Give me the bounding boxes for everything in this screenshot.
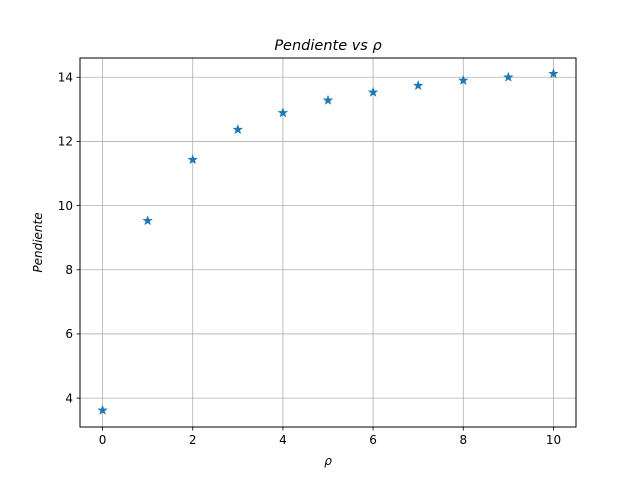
y-tick-label: 6 <box>65 327 73 341</box>
x-tick-label: 8 <box>459 433 467 447</box>
data-point <box>142 215 153 226</box>
data-point <box>367 86 379 97</box>
data-point <box>548 68 559 79</box>
data-point <box>322 94 334 105</box>
data-point <box>97 404 108 415</box>
data-point <box>412 80 424 91</box>
data-point <box>458 74 469 85</box>
y-axis-label: Pendiente <box>31 212 45 272</box>
axis-ticks: 0 2 4 6 8 10 4 6 8 10 12 14 <box>58 71 561 447</box>
data-points <box>97 68 559 415</box>
x-tick-label: 10 <box>546 433 561 447</box>
y-tick-label: 8 <box>65 263 73 277</box>
grid <box>80 58 576 427</box>
data-point <box>232 124 244 134</box>
data-point <box>503 71 514 82</box>
y-tick-label: 10 <box>58 199 73 213</box>
data-point <box>187 154 198 165</box>
chart-title: Pendiente vs ρ <box>274 38 382 54</box>
x-axis-label: ρ <box>324 454 332 468</box>
x-tick-label: 0 <box>99 433 107 447</box>
data-point <box>277 107 289 118</box>
y-tick-label: 14 <box>58 71 73 85</box>
x-tick-label: 6 <box>369 433 377 447</box>
x-tick-label: 4 <box>279 433 287 447</box>
y-tick-label: 4 <box>65 391 73 405</box>
y-tick-label: 12 <box>58 135 73 149</box>
x-tick-label: 2 <box>189 433 197 447</box>
plot-area <box>79 57 577 428</box>
